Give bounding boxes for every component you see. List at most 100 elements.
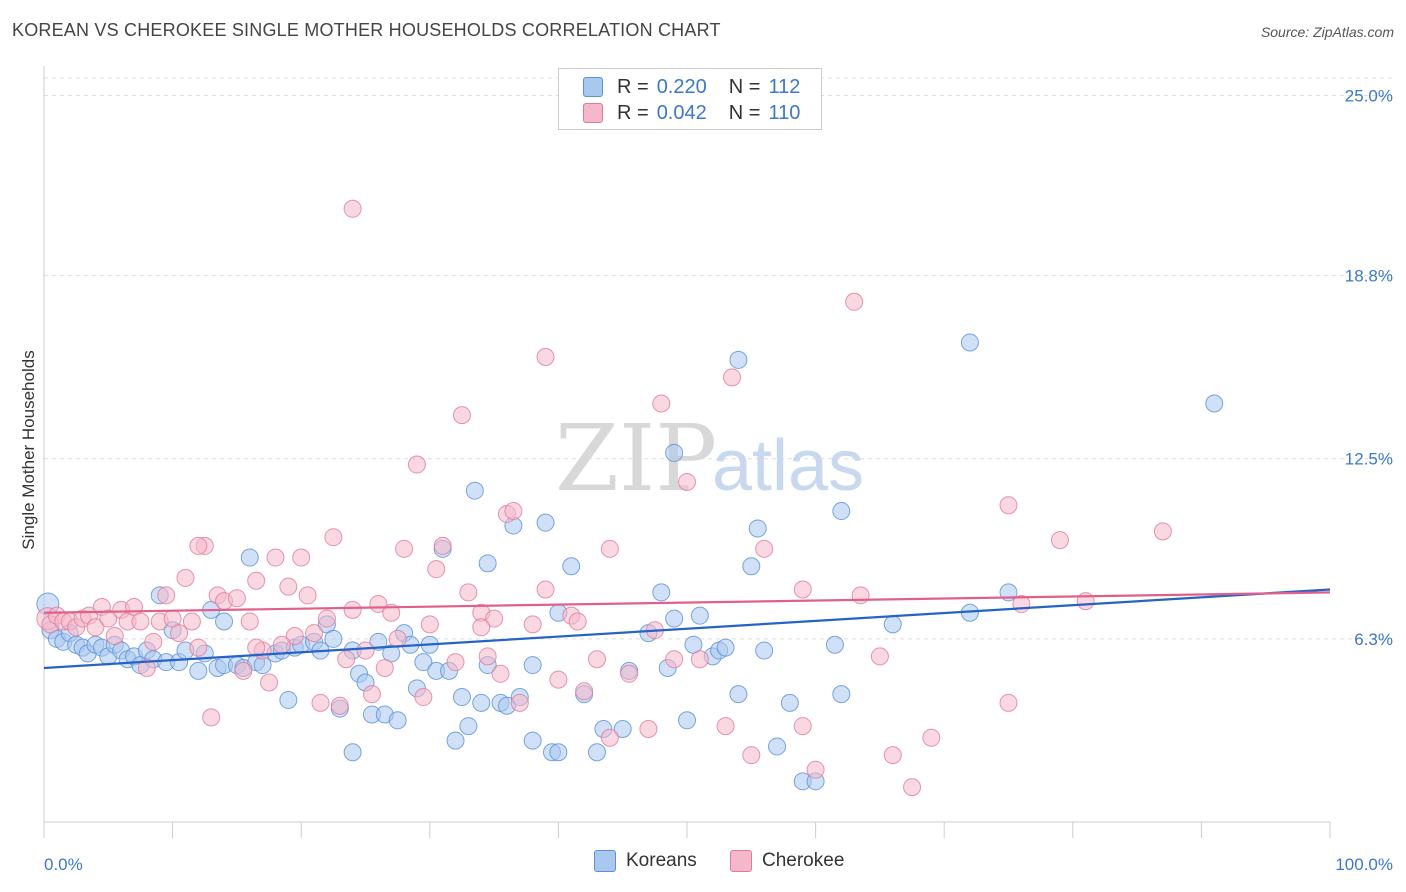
- cherokee-point: [247, 571, 266, 590]
- korean-point: [832, 502, 851, 521]
- korean-point: [478, 554, 497, 573]
- korean-point: [414, 653, 433, 672]
- cherokee-point: [999, 496, 1018, 515]
- x-tick-label: 0.0%: [44, 855, 83, 874]
- cherokee-point: [510, 693, 529, 712]
- cherokee-point: [903, 778, 922, 797]
- cherokee-point: [478, 647, 497, 666]
- cherokee-point: [292, 548, 311, 567]
- cherokee-point: [755, 539, 774, 558]
- cherokee-point: [279, 577, 298, 596]
- cherokee-point: [227, 589, 246, 608]
- legend-row-koreans: R = 0.220 N = 112: [583, 75, 800, 99]
- cherokee-point: [330, 696, 349, 715]
- cherokee-point: [395, 539, 414, 558]
- series-legend-label: Cherokee: [762, 850, 845, 871]
- y-tick-label: 18.8%: [1345, 267, 1393, 286]
- stats-legend: R = 0.220 N = 112 R = 0.042 N = 110: [558, 68, 822, 130]
- cherokee-point: [285, 627, 304, 645]
- korean-point: [652, 583, 671, 602]
- cherokee-point: [362, 685, 381, 704]
- korean-point: [446, 731, 465, 750]
- cherokee-point: [504, 502, 523, 521]
- trend-lines: [43, 588, 1331, 670]
- cherokee-point: [375, 658, 394, 677]
- cherokee-point: [266, 548, 285, 567]
- legend-swatch-koreans: [594, 850, 616, 872]
- korean-point: [324, 629, 343, 648]
- korean-point: [587, 743, 606, 762]
- cherokee-point: [157, 586, 176, 605]
- cherokee-point: [105, 627, 124, 645]
- cherokee-point: [388, 629, 407, 648]
- korean-point: [523, 731, 542, 750]
- cherokee-point: [343, 199, 362, 218]
- cherokee-point: [176, 568, 195, 587]
- series-cherokee: [36, 199, 1172, 797]
- cherokee-point: [851, 586, 870, 605]
- cherokee-point: [639, 720, 658, 738]
- cherokee-point: [575, 682, 594, 701]
- cherokee-point: [523, 615, 542, 634]
- korean-point: [678, 711, 696, 730]
- cherokee-point: [260, 673, 279, 692]
- cherokee-point: [298, 586, 317, 605]
- cherokee-point: [311, 693, 330, 712]
- cherokee-point: [999, 693, 1018, 712]
- cherokee-point: [665, 650, 684, 669]
- legend-n-label: N =: [728, 75, 761, 98]
- y-tick-label: 25.0%: [1345, 86, 1393, 105]
- legend-n-value: 112: [768, 75, 801, 98]
- cherokee-point: [549, 670, 568, 689]
- cherokee-point: [568, 612, 587, 631]
- cherokee-point: [452, 406, 471, 425]
- cherokee-point: [131, 612, 150, 631]
- series-legend-koreans[interactable]: Koreans: [594, 850, 697, 872]
- cherokee-point: [845, 292, 864, 311]
- korean-point: [240, 548, 259, 567]
- cherokee-point: [170, 624, 189, 643]
- legend-row-cherokee: R = 0.042 N = 110: [583, 101, 800, 125]
- cherokee-point: [420, 615, 439, 634]
- cherokee-point: [536, 348, 555, 366]
- cherokee-point: [1050, 531, 1069, 550]
- korean-point: [369, 632, 388, 651]
- korean-point: [1205, 394, 1224, 413]
- cherokee-point: [652, 394, 671, 413]
- korean-point: [690, 606, 709, 625]
- y-axis-title: Single Mother Households: [19, 350, 38, 549]
- korean-point: [665, 443, 684, 462]
- cherokee-point: [446, 653, 465, 672]
- cherokee-point: [99, 609, 118, 628]
- watermark-zip: ZIP: [555, 405, 717, 512]
- legend-r-label: R =: [617, 101, 649, 124]
- cherokee-point: [356, 641, 375, 660]
- cherokee-point: [600, 728, 619, 747]
- korean-point: [665, 609, 684, 628]
- cherokee-point: [793, 717, 812, 736]
- korean-point: [768, 737, 787, 756]
- korean-point: [883, 615, 902, 634]
- korean-point: [549, 743, 568, 762]
- series-legend-cherokee[interactable]: Cherokee: [730, 850, 844, 872]
- chart-source: Source: ZipAtlas.com: [1260, 24, 1394, 40]
- watermark-atlas: atlas: [712, 426, 864, 506]
- korean-point: [832, 685, 851, 704]
- cherokee-trend-line: [43, 591, 1331, 614]
- korean-point: [388, 711, 407, 730]
- cherokee-point: [182, 612, 201, 631]
- cherokee-point: [459, 583, 478, 602]
- korean-point: [613, 720, 632, 738]
- cherokee-point: [240, 612, 259, 631]
- korean-point: [825, 635, 844, 654]
- korean-point: [215, 612, 234, 631]
- korean-point: [755, 641, 774, 660]
- korean-trend-line: [43, 588, 1331, 670]
- cherokee-point: [382, 603, 401, 622]
- cherokee-point: [144, 632, 163, 651]
- legend-r-value: 0.220: [656, 75, 707, 98]
- cherokee-point: [317, 609, 336, 628]
- legend-r-label: R =: [617, 75, 649, 98]
- cherokee-point: [202, 708, 221, 727]
